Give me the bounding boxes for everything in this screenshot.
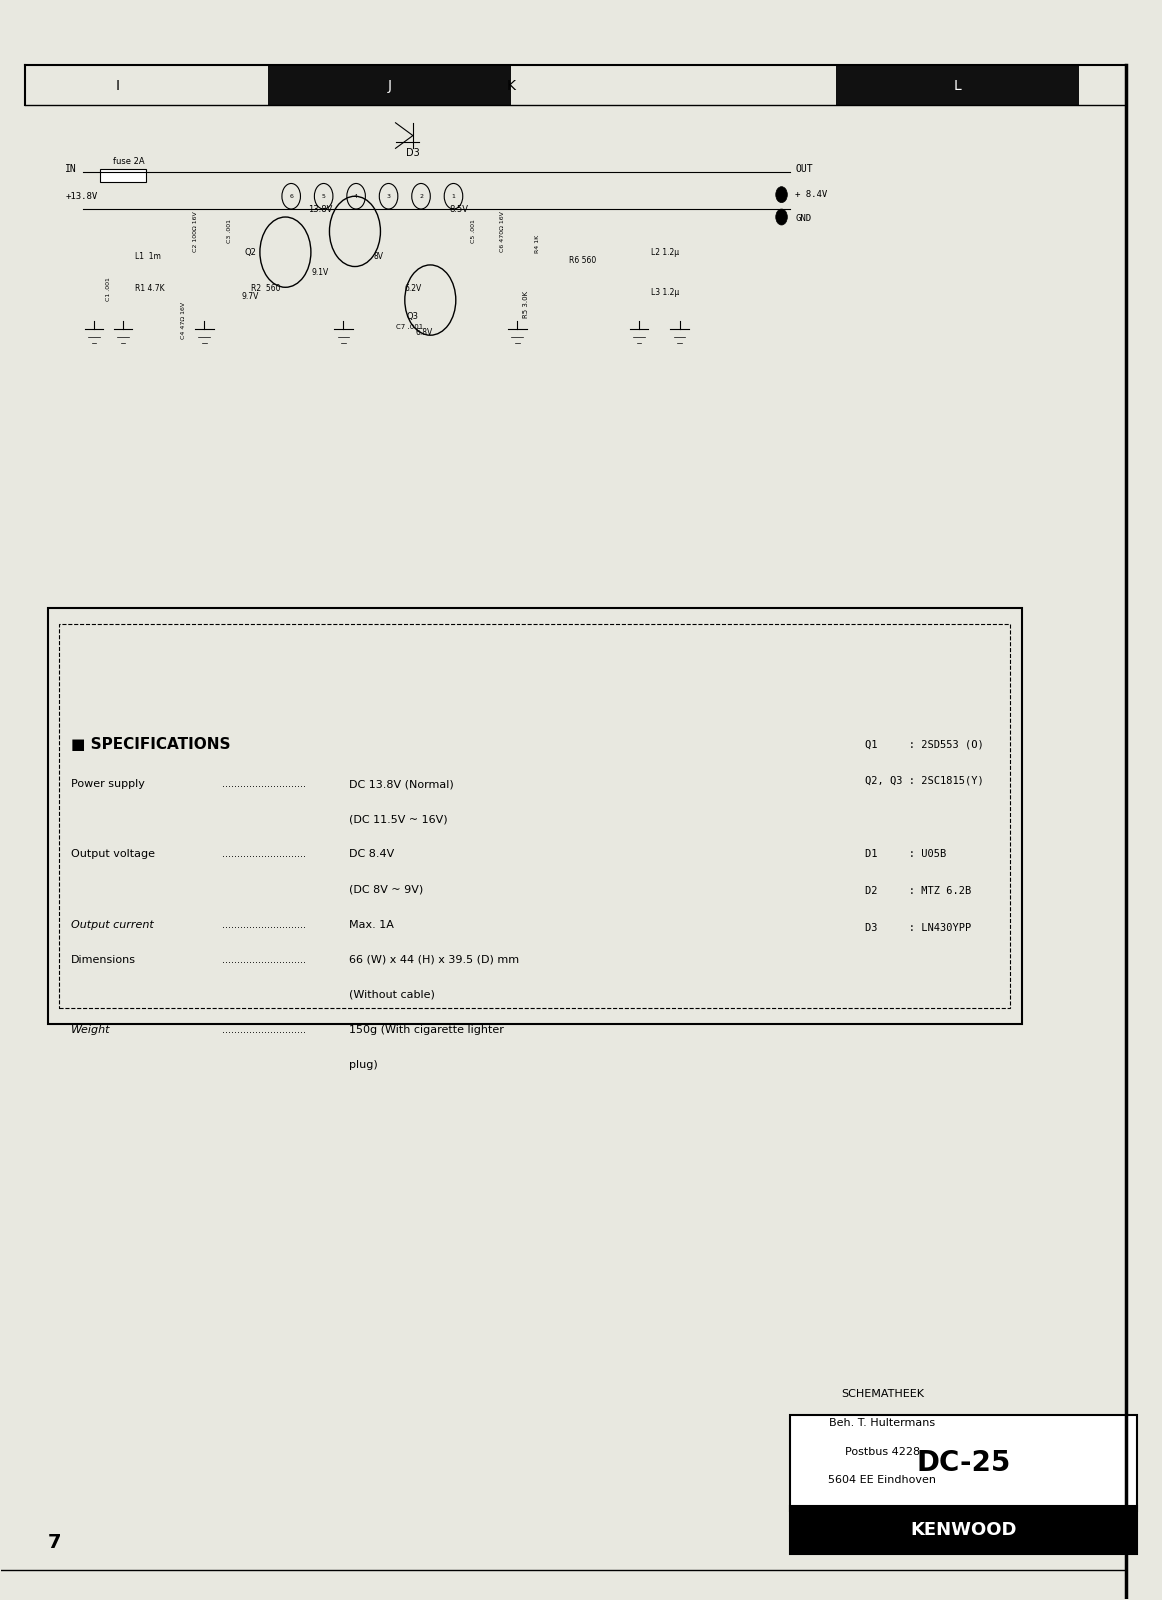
Text: D3: D3 — [406, 149, 419, 158]
Text: C2 100Ω 16V: C2 100Ω 16V — [193, 211, 198, 251]
Text: 150g (With cigarette lighter: 150g (With cigarette lighter — [349, 1026, 504, 1035]
Text: Power supply: Power supply — [71, 779, 145, 789]
Text: Output voltage: Output voltage — [71, 850, 155, 859]
Text: D1     : U05B: D1 : U05B — [865, 850, 946, 859]
Text: ............................: ............................ — [222, 920, 306, 930]
Text: 3: 3 — [387, 194, 390, 198]
Text: 4: 4 — [354, 194, 358, 198]
Text: Q2: Q2 — [245, 248, 257, 256]
Text: R1 4.7K: R1 4.7K — [135, 285, 164, 293]
Text: C4 47Ω 16V: C4 47Ω 16V — [181, 302, 186, 339]
Text: L3 1.2μ: L3 1.2μ — [651, 288, 679, 296]
Text: Q3: Q3 — [407, 312, 419, 320]
Text: 6.8V: 6.8V — [416, 328, 433, 336]
Bar — [48, 608, 1021, 1024]
Text: IN: IN — [65, 165, 77, 174]
Text: D3     : LN430YPP: D3 : LN430YPP — [865, 923, 971, 933]
Text: L: L — [954, 78, 962, 93]
Text: L1  1m: L1 1m — [135, 253, 160, 261]
Text: Output current: Output current — [71, 920, 153, 930]
Text: (DC 11.5V ~ 16V): (DC 11.5V ~ 16V) — [349, 814, 447, 824]
Text: C1 .001: C1 .001 — [106, 277, 110, 301]
Text: R5 3.0K: R5 3.0K — [523, 291, 529, 318]
Text: Q2, Q3 : 2SC1815(Y): Q2, Q3 : 2SC1815(Y) — [865, 776, 984, 786]
Text: 8V: 8V — [373, 253, 383, 261]
Text: Weight: Weight — [71, 1026, 110, 1035]
Text: 66 (W) x 44 (H) x 39.5 (D) mm: 66 (W) x 44 (H) x 39.5 (D) mm — [349, 955, 519, 965]
Text: Postbus 4228: Postbus 4228 — [845, 1446, 920, 1456]
Text: 2: 2 — [419, 194, 423, 198]
Text: D2     : MTZ 6.2B: D2 : MTZ 6.2B — [865, 886, 971, 896]
Text: R4 1K: R4 1K — [535, 235, 539, 253]
Text: 6.2V: 6.2V — [404, 285, 422, 293]
Text: DC 13.8V (Normal): DC 13.8V (Normal) — [349, 779, 454, 789]
Text: J: J — [388, 78, 392, 93]
Text: ............................: ............................ — [222, 1026, 306, 1035]
Text: (Without cable): (Without cable) — [349, 990, 435, 1000]
Text: SCHEMATHEEK: SCHEMATHEEK — [841, 1389, 924, 1398]
Text: +13.8V: +13.8V — [65, 192, 98, 200]
Text: 13.8V: 13.8V — [308, 205, 332, 213]
Text: C6 470Ω 16V: C6 470Ω 16V — [500, 211, 504, 251]
Circle shape — [776, 187, 788, 203]
Text: K: K — [507, 78, 516, 93]
Text: Dimensions: Dimensions — [71, 955, 136, 965]
Text: C3 .001: C3 .001 — [228, 219, 232, 243]
Text: 5604 EE Eindhoven: 5604 EE Eindhoven — [829, 1475, 937, 1485]
Text: Q1     : 2SD553 (O): Q1 : 2SD553 (O) — [865, 739, 984, 749]
Text: ■ SPECIFICATIONS: ■ SPECIFICATIONS — [71, 736, 230, 752]
Bar — [59, 624, 1010, 1008]
Text: R2  560: R2 560 — [251, 285, 280, 293]
Text: 9.1V: 9.1V — [311, 269, 329, 277]
Text: fuse 2A: fuse 2A — [113, 157, 145, 166]
Text: 5: 5 — [322, 194, 325, 198]
Text: 6: 6 — [289, 194, 293, 198]
Text: I: I — [115, 78, 120, 93]
Text: KENWOOD: KENWOOD — [910, 1522, 1017, 1539]
Text: Max. 1A: Max. 1A — [349, 920, 394, 930]
Text: 1: 1 — [452, 194, 456, 198]
Text: ............................: ............................ — [222, 955, 306, 965]
Text: DC-25: DC-25 — [917, 1450, 1011, 1477]
Text: (DC 8V ~ 9V): (DC 8V ~ 9V) — [349, 885, 423, 894]
Text: C5 .001: C5 .001 — [471, 219, 476, 243]
Text: Beh. T. Hultermans: Beh. T. Hultermans — [830, 1418, 935, 1427]
Text: C7 .001: C7 .001 — [395, 325, 423, 330]
Bar — [835, 66, 1079, 106]
Text: R6 560: R6 560 — [569, 256, 596, 264]
Bar — [268, 66, 511, 106]
Bar — [790, 1506, 1138, 1554]
Text: 9.7V: 9.7V — [242, 293, 259, 301]
Text: GND: GND — [796, 214, 811, 222]
Text: ............................: ............................ — [222, 850, 306, 859]
Text: ............................: ............................ — [222, 779, 306, 789]
Bar — [100, 170, 146, 182]
Text: OUT: OUT — [796, 165, 813, 174]
Text: L2 1.2μ: L2 1.2μ — [651, 248, 679, 256]
Text: + 8.4V: + 8.4V — [796, 190, 827, 198]
Bar — [790, 1414, 1138, 1510]
Text: 8.5V: 8.5V — [450, 205, 468, 213]
Text: 7: 7 — [48, 1533, 62, 1552]
Circle shape — [776, 210, 788, 226]
Text: plug): plug) — [349, 1061, 378, 1070]
Text: DC 8.4V: DC 8.4V — [349, 850, 394, 859]
